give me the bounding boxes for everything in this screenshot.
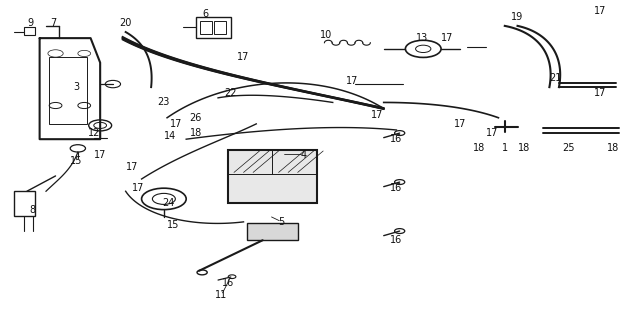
Text: 18: 18 bbox=[473, 143, 485, 153]
Text: 1: 1 bbox=[502, 143, 508, 153]
Text: 8: 8 bbox=[29, 205, 35, 215]
Bar bbox=[246, 223, 298, 240]
Text: 16: 16 bbox=[390, 134, 403, 144]
Circle shape bbox=[78, 50, 91, 57]
Bar bbox=[196, 17, 231, 38]
Text: 24: 24 bbox=[162, 198, 175, 209]
Bar bbox=[49, 57, 88, 124]
Text: 14: 14 bbox=[164, 131, 177, 141]
Text: 21: 21 bbox=[550, 73, 562, 83]
Text: 15: 15 bbox=[167, 220, 180, 230]
Text: 9: 9 bbox=[27, 18, 33, 28]
Text: 17: 17 bbox=[170, 119, 183, 129]
Text: 15: 15 bbox=[70, 156, 83, 166]
Text: 18: 18 bbox=[607, 143, 620, 153]
Text: 17: 17 bbox=[346, 76, 358, 86]
Bar bbox=[214, 21, 226, 34]
Text: 17: 17 bbox=[237, 52, 250, 61]
Circle shape bbox=[48, 50, 63, 57]
Text: 17: 17 bbox=[441, 33, 454, 43]
Text: 13: 13 bbox=[416, 33, 428, 43]
Text: 17: 17 bbox=[126, 162, 138, 172]
Text: 5: 5 bbox=[278, 217, 285, 227]
Text: 11: 11 bbox=[215, 290, 227, 300]
Text: 17: 17 bbox=[486, 128, 498, 138]
Text: 19: 19 bbox=[511, 12, 524, 22]
Text: 4: 4 bbox=[301, 150, 307, 159]
Text: 16: 16 bbox=[390, 183, 403, 193]
Text: 20: 20 bbox=[120, 18, 132, 28]
Text: 26: 26 bbox=[189, 113, 202, 123]
Bar bbox=[24, 28, 35, 35]
Text: 16: 16 bbox=[390, 235, 403, 245]
Text: 17: 17 bbox=[594, 6, 607, 15]
Bar bbox=[14, 191, 35, 216]
Text: 7: 7 bbox=[51, 18, 57, 28]
Circle shape bbox=[89, 120, 111, 131]
Text: 17: 17 bbox=[371, 110, 383, 120]
Bar bbox=[228, 150, 317, 204]
Text: 10: 10 bbox=[320, 30, 333, 40]
Text: 3: 3 bbox=[74, 82, 79, 92]
Bar bbox=[200, 21, 212, 34]
Text: 17: 17 bbox=[454, 119, 467, 129]
Text: 17: 17 bbox=[94, 150, 106, 159]
Text: 12: 12 bbox=[88, 128, 100, 138]
Text: 17: 17 bbox=[594, 88, 607, 98]
Text: 23: 23 bbox=[157, 97, 170, 108]
Text: 22: 22 bbox=[225, 88, 237, 98]
Text: 17: 17 bbox=[132, 183, 145, 193]
Text: 6: 6 bbox=[202, 9, 209, 19]
Text: 18: 18 bbox=[518, 143, 530, 153]
Circle shape bbox=[197, 270, 207, 275]
Text: 16: 16 bbox=[221, 278, 234, 288]
Text: 25: 25 bbox=[563, 143, 575, 153]
Text: 18: 18 bbox=[189, 128, 202, 138]
